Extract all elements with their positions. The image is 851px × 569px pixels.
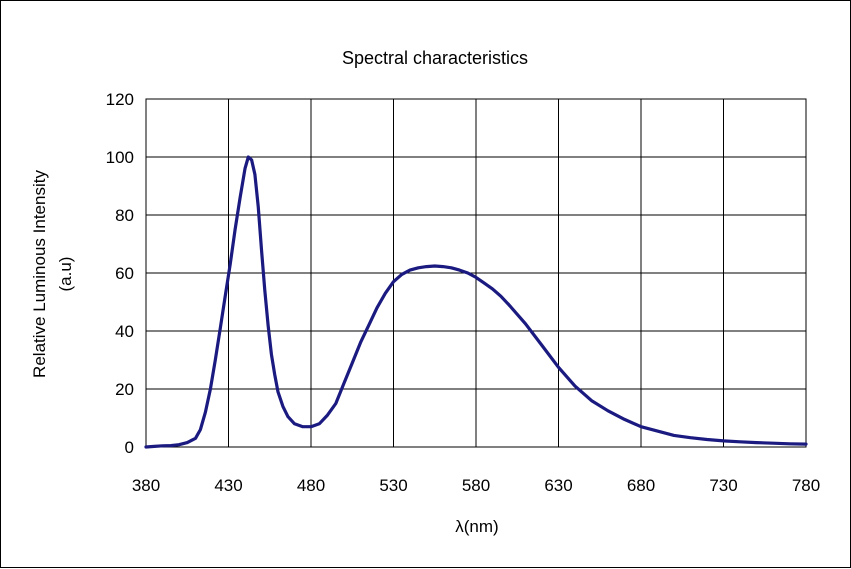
- y-axis-unit: (a.u): [56, 257, 75, 292]
- y-tick-label: 0: [125, 438, 134, 457]
- x-tick-label: 780: [792, 476, 820, 495]
- grid: [145, 98, 807, 448]
- spectrum-line: [144, 155, 808, 449]
- x-tick-label: 480: [297, 476, 325, 495]
- y-tick-labels: 0 20 40 60 80 100 120: [106, 90, 134, 457]
- y-tick-label: 100: [106, 148, 134, 167]
- y-tick-label: 60: [115, 264, 134, 283]
- x-axis-label: λ(nm): [455, 517, 498, 536]
- y-tick-label: 80: [115, 206, 134, 225]
- x-tick-labels: 380 430 480 530 580 630 680 730 780: [132, 476, 820, 495]
- x-tick-label: 380: [132, 476, 160, 495]
- y-axis-label: Relative Luminous Intensity: [30, 170, 49, 378]
- y-tick-label: 40: [115, 322, 134, 341]
- x-tick-label: 680: [627, 476, 655, 495]
- y-tick-label: 120: [106, 90, 134, 109]
- x-tick-label: 580: [462, 476, 490, 495]
- chart-title: Spectral characteristics: [342, 48, 528, 68]
- x-tick-label: 430: [214, 476, 242, 495]
- x-tick-label: 730: [709, 476, 737, 495]
- x-tick-label: 630: [544, 476, 572, 495]
- plot-area: [145, 98, 807, 448]
- x-tick-label: 530: [379, 476, 407, 495]
- y-tick-label: 20: [115, 380, 134, 399]
